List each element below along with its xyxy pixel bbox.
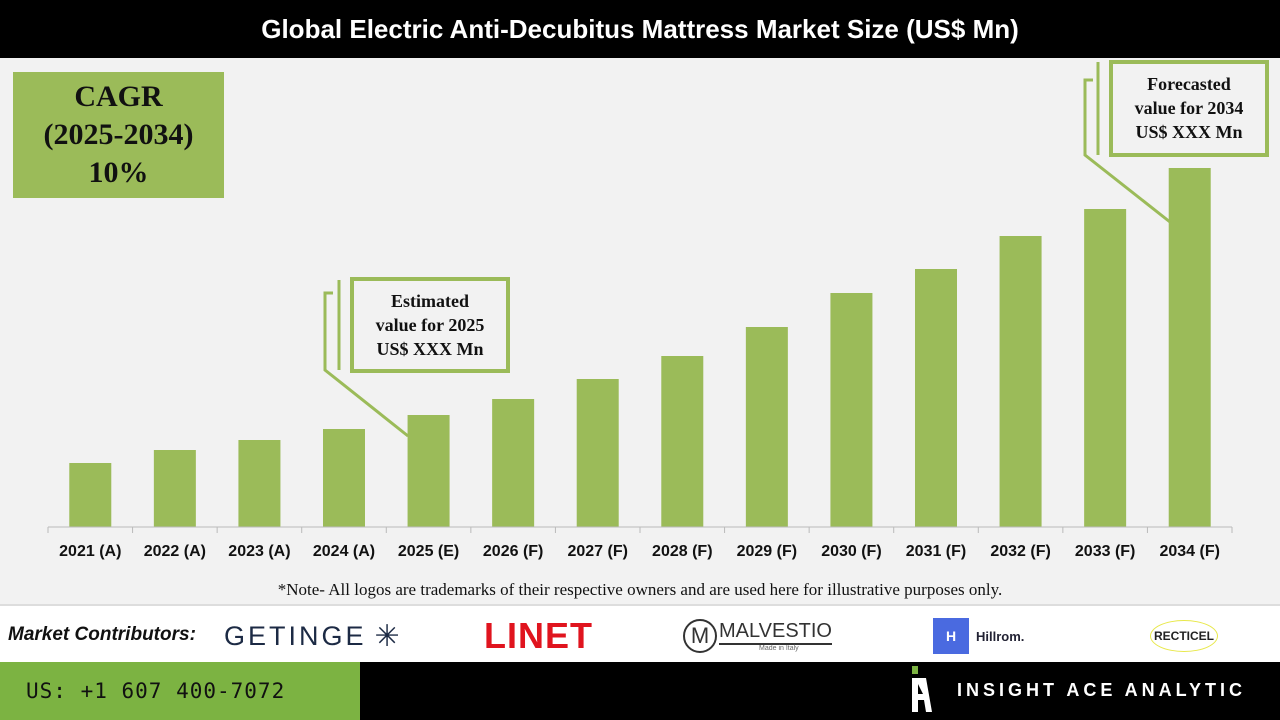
estimated-callout: Estimated value for 2025 US$ XXX Mn xyxy=(350,277,510,373)
bar xyxy=(661,356,704,527)
bar xyxy=(153,450,196,527)
logo-malvestio: M MALVESTIO Made in Italy xyxy=(683,616,832,656)
bar xyxy=(830,293,873,527)
cagr-box: CAGR (2025-2034) 10% xyxy=(13,72,224,198)
logo-text: LINET xyxy=(484,615,593,656)
bar xyxy=(576,379,619,527)
contributors-label: Market Contributors: xyxy=(8,624,196,645)
cagr-period: (2025-2034) xyxy=(43,118,194,151)
bar xyxy=(999,236,1042,527)
x-tick-label: 2030 (F) xyxy=(821,543,881,560)
getinge-star-icon: ✳ xyxy=(374,619,400,653)
x-tick-label: 2033 (F) xyxy=(1075,543,1135,560)
logo-recticel: RECTICEL xyxy=(1150,616,1218,656)
x-tick-label: 2034 (F) xyxy=(1159,543,1219,560)
x-tick-label: 2023 (A) xyxy=(228,543,290,560)
callout-line: US$ XXX Mn xyxy=(1135,122,1243,142)
bar xyxy=(745,327,788,527)
logo-linet: LINET xyxy=(484,615,593,656)
bar xyxy=(407,415,450,527)
cagr-label: CAGR xyxy=(74,80,163,113)
trademark-note: *Note- All logos are trademarks of their… xyxy=(277,580,1003,599)
logo-text: GETINGE xyxy=(224,620,367,651)
x-tick-label: 2021 (A) xyxy=(59,543,121,560)
logo-text: RECTICEL xyxy=(1150,620,1218,652)
forecasted-leader-line xyxy=(1083,78,1171,224)
estimated-leader-line xyxy=(323,291,409,438)
logo-text: MALVESTIO xyxy=(719,620,832,645)
logo-hillrom: H Hillrom. xyxy=(933,616,1024,656)
bar-chart: 2021 (A) 2022 (A) 2023 (A) 2024 (A) 2025 (E)… xyxy=(47,62,1233,560)
contributors-strip: Market Contributors: GETINGE ✳ LINET M M… xyxy=(0,608,1280,662)
contact-phone: US: +1 607 400-7072 xyxy=(0,662,360,720)
bar xyxy=(915,269,957,527)
x-tick-label: 2024 (A) xyxy=(313,543,375,560)
bar xyxy=(238,440,281,527)
bar xyxy=(323,429,365,527)
bar xyxy=(69,463,112,527)
x-tick-label: 2029 (F) xyxy=(737,543,797,560)
callout-line: Forecasted xyxy=(1147,74,1231,94)
brand-bar: INSIGHT ACE ANALYTIC xyxy=(360,662,1280,720)
x-tick-label: 2025 (E) xyxy=(398,543,459,560)
bar xyxy=(492,399,535,527)
callout-line: Estimated xyxy=(391,291,469,311)
callout-line: US$ XXX Mn xyxy=(376,339,484,359)
x-tick-label: 2027 (F) xyxy=(567,543,627,560)
logo-getinge: GETINGE ✳ xyxy=(224,616,400,656)
x-tick-label: 2026 (F) xyxy=(483,543,543,560)
x-tick-label: 2032 (F) xyxy=(990,543,1050,560)
forecasted-callout: Forecasted value for 2034 US$ XXX Mn xyxy=(1109,60,1269,157)
callout-line: value for 2025 xyxy=(375,315,485,335)
logo-subtext: Made in Italy xyxy=(759,645,799,652)
hillrom-icon: H xyxy=(933,618,969,654)
bar xyxy=(1168,168,1211,527)
x-tick-label: 2028 (F) xyxy=(652,543,712,560)
x-tick-label: 2031 (F) xyxy=(906,543,966,560)
brand-name: INSIGHT ACE ANALYTIC xyxy=(956,680,1246,700)
insight-ace-logo-icon xyxy=(912,666,932,712)
cagr-value: 10% xyxy=(88,156,149,189)
callout-line: value for 2034 xyxy=(1134,98,1244,118)
malvestio-m-icon: M xyxy=(683,619,717,653)
chart-title: Global Electric Anti-Decubitus Mattress … xyxy=(0,0,1280,58)
logo-text: Hillrom. xyxy=(976,628,1025,644)
bar xyxy=(1084,209,1127,527)
x-tick-label: 2022 (A) xyxy=(144,543,206,560)
